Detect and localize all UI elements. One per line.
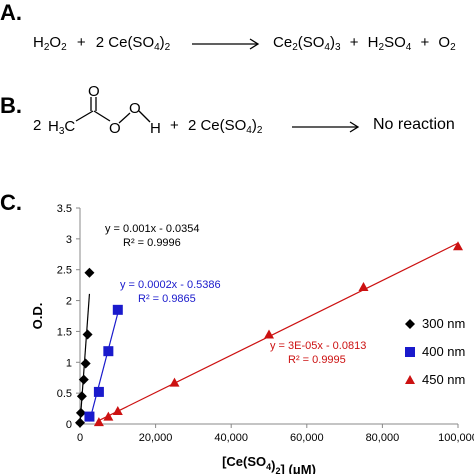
panel-label-a: A. [0,0,22,25]
hydroxyl-hydrogen: H [150,120,161,137]
x-tick-label: 20,000 [139,432,173,444]
data-point-triangle [169,377,180,387]
fit-r2-1: R² = 0.9865 [138,293,196,305]
data-point-diamond [80,358,91,369]
ch3-group: H3C [48,118,75,137]
x-tick-label: 0 [77,432,83,444]
fit-line-2 [96,242,459,422]
ester-oxygen: O [109,120,121,137]
legend-marker-diamond [405,319,415,329]
x-tick-label: 100,000 [438,432,474,444]
data-point-square [103,346,114,357]
reaction-arrow-a [192,38,260,50]
data-point-triangle [112,406,123,416]
data-point-diamond [76,391,87,402]
data-point-diamond [84,267,95,278]
panel-label-c: C. [0,190,22,215]
b-coefficient: 2 [33,117,42,134]
reaction-arrow-b [292,121,360,133]
y-tick-label: 1.5 [57,326,72,338]
data-point-square [112,304,123,315]
fit-r2-2: R² = 0.9995 [288,354,346,366]
no-reaction-text: No reaction [373,116,455,133]
y-tick-label: 3 [66,234,72,246]
y-tick-label: 1 [66,357,72,369]
data-point-triangle [453,241,463,251]
data-point-diamond [82,329,93,340]
a-product-1: Ce2(SO4)3 [273,34,341,53]
data-point-diamond [78,374,89,385]
data-point-square [84,411,95,422]
y-tick-label: 0.5 [57,388,72,400]
data-point-triangle [358,281,369,291]
y-tick-label: 2.5 [57,265,72,277]
fit-r2-0: R² = 0.9996 [123,237,181,249]
a-product-3: O2 [438,34,456,53]
data-point-diamond [75,417,85,428]
a-product-2: H2SO4 [367,34,412,53]
x-axis-label: [Ce(SO4)2] (μM) [222,454,316,474]
legend-label: 300 nm [422,316,465,331]
y-axis-label: O.D. [30,303,45,330]
fit-equation-2: y = 3E-05x - 0.0813 [270,340,366,352]
data-point-diamond [75,407,86,418]
fit-line-0 [79,293,91,425]
equation-a-products: Ce2(SO4)3 + H2SO4 + O2 [273,34,456,53]
fit-line-1 [88,313,119,422]
peroxy-oxygen: O [129,100,141,117]
peracetic-acid-structure: H3C O O O H [48,83,161,137]
carbonyl-oxygen: O [88,83,100,100]
data-point-square [93,386,104,397]
calibration-chart: 0 0.5 1 1.5 2 2.5 3 3.5 0 20,000 40,000 60,000 80,00… [30,203,474,474]
fit-equation-1: y = 0.0002x - 0.5386 [120,279,221,291]
data-point-triangle [93,417,104,427]
y-tick-label: 0 [66,419,72,431]
fit-equation-0: y = 0.001x - 0.0354 [105,223,199,235]
panel-label-b: B. [0,93,22,118]
y-tick-label: 3.5 [57,203,72,215]
data-point-triangle [103,411,114,421]
x-tick-label: 40,000 [214,432,248,444]
data-point-triangle [264,329,274,339]
legend-label: 400 nm [422,344,465,359]
a-reactant-1: H2O2 [33,34,67,53]
y-tick-label: 2 [66,296,72,308]
equation-b-reagent: + 2 Ce(SO4)2 [170,117,263,136]
x-tick-label: 60,000 [290,432,324,444]
legend-marker-triangle [405,375,415,384]
a-reactant-2: 2 Ce(SO4)2 [95,34,171,53]
x-tick-label: 80,000 [366,432,400,444]
legend-label: 450 nm [422,372,465,387]
legend-marker-square [405,347,415,357]
equation-a: H2O2 + 2 Ce(SO4)2 [33,34,171,53]
